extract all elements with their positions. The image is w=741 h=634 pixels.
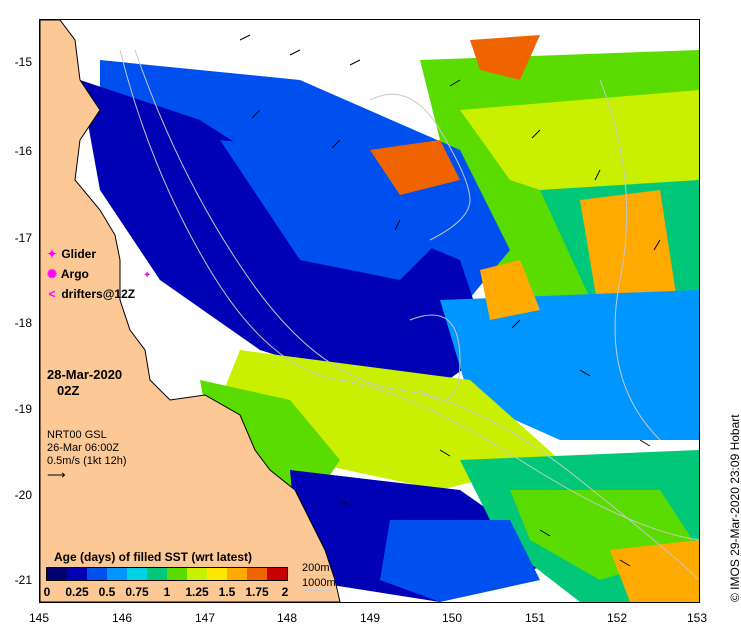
current-model-name: NRT00 GSL: [47, 429, 107, 441]
map-date-time: 02Z: [57, 383, 80, 398]
sst-region-orange-n: [370, 140, 460, 195]
current-arrow: [239, 34, 251, 41]
sst-region-orange-se: [610, 540, 699, 602]
sst-map-canvas: ✦: [40, 20, 699, 602]
sst-region-dark-blue-core: [80, 80, 490, 400]
lat-tick-label: -21: [14, 573, 32, 587]
current-arrow: [639, 439, 651, 447]
sst-region-blue-s: [380, 520, 540, 602]
current-arrow: [349, 59, 361, 66]
contour-200m: [119, 49, 699, 541]
lon-tick-label: 149: [359, 611, 381, 625]
current-arrow: [251, 109, 261, 119]
map-date-day: 28-Mar-2020: [47, 367, 123, 382]
colorbar-segment: [187, 568, 207, 580]
lat-tick-label: -19: [14, 402, 32, 416]
lat-tick-label: -18: [14, 316, 32, 330]
current-arrow: [289, 49, 301, 56]
colorbar-tick: 1.25: [185, 585, 209, 599]
contour-plateau-n: [369, 93, 471, 241]
colorbar-tick: 0.5: [98, 585, 116, 599]
drifter-icon: <: [48, 287, 56, 301]
legend-drifters-label: drifters@12Z: [61, 287, 136, 301]
colorbar-segment: [247, 568, 267, 580]
land-mass: [40, 20, 341, 602]
colorbar-segment: [147, 568, 167, 580]
current-arrow: [339, 499, 351, 507]
sst-region-orange-e: [580, 190, 680, 320]
sst-region-orange-mid: [480, 260, 540, 320]
lat-tick-label: -20: [14, 488, 32, 502]
colorbar-tick: 2: [281, 585, 289, 599]
lon-tick-label: 145: [28, 611, 50, 625]
legend-glider-label: Glider: [61, 247, 97, 261]
colorbar-segment: [167, 568, 187, 580]
current-scale-arrow-icon: ⟶: [47, 467, 66, 482]
current-arrow: [511, 319, 521, 329]
contour-plateau-s: [409, 314, 461, 401]
lat-tick-label: -16: [14, 144, 32, 158]
current-arrow: [394, 219, 401, 231]
lon-tick-label: 147: [194, 611, 216, 625]
current-arrow: [594, 169, 601, 181]
sst-regions: [40, 20, 699, 602]
lon-tick-label: 148: [276, 611, 298, 625]
lon-tick-label: 151: [524, 611, 546, 625]
contour-1000m: [134, 49, 699, 581]
contour-east: [599, 79, 661, 441]
lon-tick-label: 150: [441, 611, 463, 625]
current-scale-label: 0.5m/s (1kt 12h): [47, 455, 127, 467]
lon-tick-label: 153: [686, 611, 708, 625]
colorbar-tick: 1: [163, 585, 171, 599]
legend-glider: ✦ Glider: [46, 247, 96, 261]
colorbar-tick: 0: [43, 585, 51, 599]
colorbar: [46, 567, 288, 581]
bathymetry-contours: [119, 49, 699, 581]
current-vector-info: NRT00 GSL 26-Mar 06:00Z 0.5m/s (1kt 12h)…: [47, 429, 126, 481]
legend-argo: ✺ Argo: [46, 267, 89, 281]
sst-region-light-blue-e: [440, 290, 699, 440]
depth-contour-legend: 200m 1000m: [302, 562, 336, 592]
glider-icon: ✦: [46, 247, 58, 261]
depth-1000m-label: 1000m: [302, 577, 336, 589]
current-arrow: [539, 529, 551, 537]
colorbar-segment: [127, 568, 147, 580]
colorbar-tick: 0.75: [125, 585, 149, 599]
depth-1000m-line: [302, 590, 332, 591]
sst-map: ✦: [39, 19, 700, 603]
colorbar-segment: [107, 568, 127, 580]
credit-text: © IMOS 29-Mar-2020 23:09 Hobart: [728, 414, 741, 602]
current-model-time: 26-Mar 06:00Z: [47, 442, 120, 454]
current-arrow: [331, 139, 341, 149]
colorbar-tick: 0.25: [65, 585, 89, 599]
depth-200m-label: 200m: [302, 562, 330, 574]
depth-200m-line: [302, 575, 332, 576]
colorbar-title: Age (days) of filled SST (wrt latest): [54, 550, 253, 564]
colorbar-segment: [207, 568, 227, 580]
sst-region-orange-top: [470, 35, 540, 80]
lon-tick-label: 152: [606, 611, 628, 625]
colorbar-tick: 1.75: [245, 585, 269, 599]
current-arrow: [579, 369, 591, 377]
colorbar-segment: [87, 568, 107, 580]
glider-position-marker: ✦: [143, 270, 151, 281]
current-vectors: [239, 34, 661, 567]
colorbar-segment: [267, 568, 287, 580]
lat-tick-label: -15: [14, 55, 32, 69]
current-arrow: [531, 129, 541, 139]
lon-tick-label: 146: [111, 611, 133, 625]
colorbar-tick: 1.5: [218, 585, 236, 599]
legend-argo-label: Argo: [60, 267, 89, 281]
current-arrow: [449, 79, 461, 87]
argo-float-icon: ✺: [46, 267, 58, 281]
colorbar-segment: [47, 568, 67, 580]
map-date: 28-Mar-2020 02Z: [47, 367, 122, 399]
legend-drifters: < drifters@12Z: [46, 287, 135, 301]
lat-tick-label: -17: [14, 231, 32, 245]
colorbar-segment: [227, 568, 247, 580]
colorbar-segment: [67, 568, 87, 580]
current-arrow: [439, 449, 451, 457]
current-arrow: [619, 559, 631, 567]
current-arrow: [653, 239, 661, 251]
